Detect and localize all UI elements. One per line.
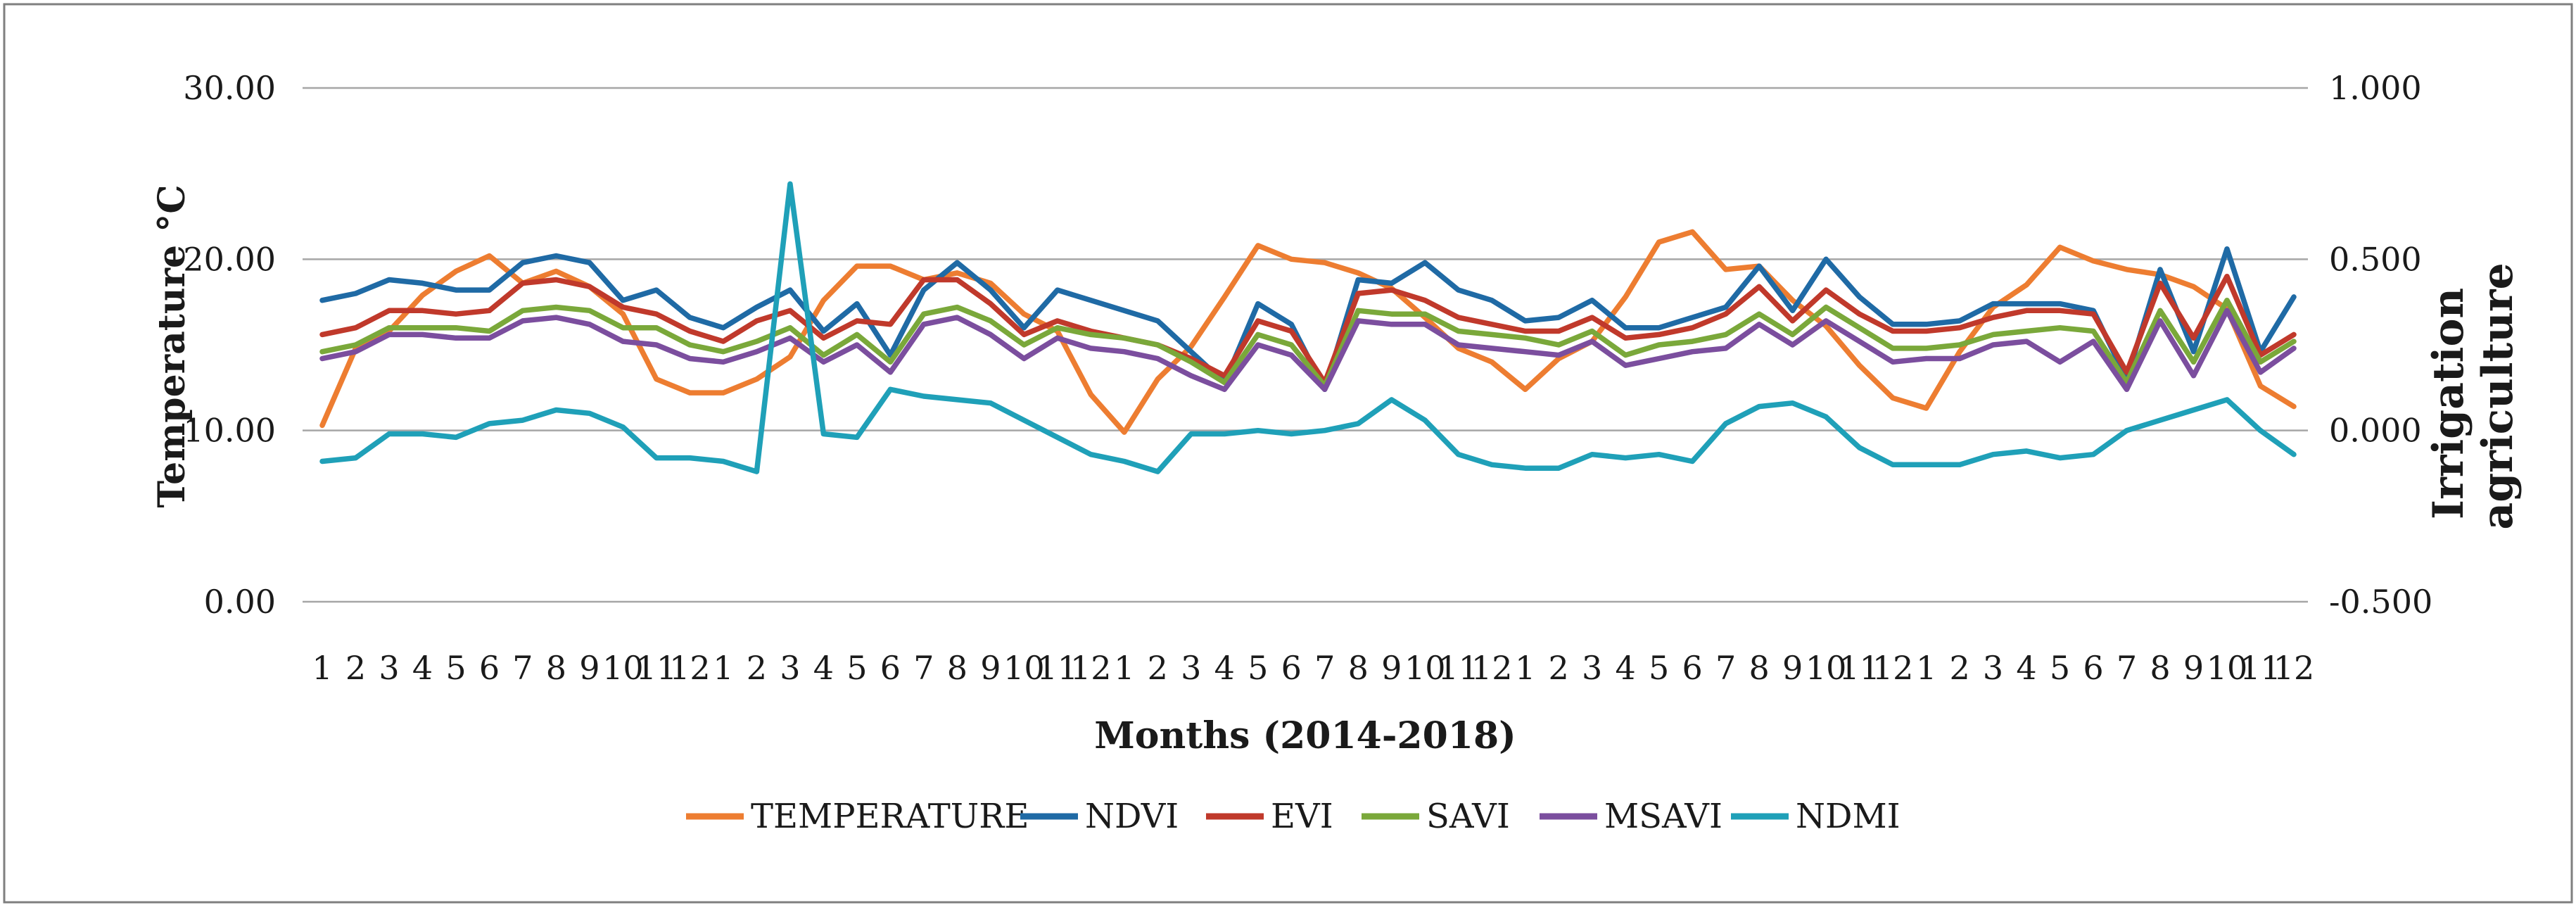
x-axis-tick-label: 4 [412, 649, 433, 687]
left-axis-title: Temperature °C [151, 184, 193, 507]
x-axis-tick-label: 2 [1148, 649, 1168, 687]
series-line-evi [319, 273, 2297, 386]
x-axis-tick-label: 12 [1872, 649, 1914, 687]
right-axis-tick-label: 0.000 [2329, 412, 2422, 450]
x-axis-tick-label: 5 [1649, 649, 1669, 687]
legend: TEMPERATURE NDVI EVI SAVI MSAVI NDMI [686, 797, 1901, 836]
right-axis-title-line-2: agriculture [2473, 263, 2523, 529]
x-axis-tick-label: 3 [379, 649, 399, 687]
x-axis-tick-label: 9 [1782, 649, 1803, 687]
right-axis-tick-label: -0.500 [2329, 583, 2432, 621]
x-axis-tick-label: 9 [980, 649, 1001, 687]
legend-label: EVI [1271, 797, 1333, 836]
x-axis-tick-label: 8 [546, 649, 566, 687]
x-axis-tick-label: 2 [747, 649, 767, 687]
x-axis-tick-label: 6 [2083, 649, 2103, 687]
x-axis-tick-label: 6 [1682, 649, 1703, 687]
x-axis-tick-label: 12 [669, 649, 711, 687]
x-axis-tick-label: 5 [445, 649, 466, 687]
x-axis-title: Months (2014-2018) [1094, 714, 1516, 757]
x-axis-tick-label: 6 [479, 649, 500, 687]
left-axis-ticks: 0.00 10.00 20.00 30.00 [183, 69, 276, 621]
x-axis-tick-label: 11 [1839, 649, 1880, 687]
x-axis-tick-label: 12 [2273, 649, 2315, 687]
x-axis-tick-label: 10 [602, 649, 644, 687]
x-axis-tick-label: 10 [1003, 649, 1045, 687]
right-axis-title: Irrigation agriculture [2424, 263, 2523, 529]
x-axis-tick-label: 1 [1916, 649, 1936, 687]
legend-label: NDVI [1085, 797, 1179, 836]
x-axis-tick-label: 8 [947, 649, 967, 687]
x-axis-tick-label: 11 [1037, 649, 1079, 687]
series-lines [319, 181, 2297, 474]
x-axis-tick-label: 5 [846, 649, 867, 687]
left-axis-tick-label: 0.00 [204, 583, 276, 621]
x-axis-tick-label: 4 [1616, 649, 1636, 687]
x-axis-tick-label: 1 [713, 649, 733, 687]
x-axis-tick-label: 7 [2117, 649, 2137, 687]
x-axis-tick-label: 3 [1983, 649, 2003, 687]
legend-label: MSAVI [1604, 797, 1722, 836]
series-line-ndmi [319, 181, 2297, 474]
right-axis-tick-label: 1.000 [2329, 69, 2422, 107]
x-axis-tick-label: 3 [780, 649, 800, 687]
x-axis-tick-label: 7 [512, 649, 533, 687]
left-axis-tick-label: 10.00 [183, 412, 276, 450]
x-axis-tick-label: 10 [2207, 649, 2248, 687]
x-axis-tick-label: 1 [1114, 649, 1134, 687]
legend-label: SAVI [1426, 797, 1510, 836]
x-axis-tick-label: 11 [636, 649, 678, 687]
x-axis-tick-label: 9 [579, 649, 599, 687]
x-axis-tick-label: 9 [2183, 649, 2204, 687]
x-axis-tick-label: 5 [1248, 649, 1268, 687]
x-axis-tick-label: 4 [2016, 649, 2036, 687]
x-axis-tick-label: 8 [1749, 649, 1769, 687]
x-axis-tick-label: 4 [1214, 649, 1235, 687]
legend-label: TEMPERATURE [751, 797, 1029, 836]
x-axis-tick-label: 10 [1404, 649, 1446, 687]
series-line-savi [319, 297, 2297, 389]
right-axis-title-line-1: Irrigation [2424, 288, 2473, 519]
x-axis-tick-label: 5 [2050, 649, 2070, 687]
x-axis-tick-label: 7 [913, 649, 934, 687]
x-axis-tick-label: 9 [1381, 649, 1402, 687]
right-axis-ticks: -0.500 0.000 0.500 1.000 [2329, 69, 2432, 621]
x-axis-tick-label: 2 [1949, 649, 1969, 687]
x-axis-tick-label: 7 [1715, 649, 1736, 687]
x-axis-tick-label: 3 [1582, 649, 1602, 687]
x-axis-tick-label: 8 [2150, 649, 2170, 687]
right-axis-tick-label: 0.500 [2329, 240, 2422, 278]
chart-border [3, 3, 2573, 904]
x-axis-tick-label: 4 [813, 649, 834, 687]
x-axis-tick-label: 3 [1181, 649, 1201, 687]
series-line-msavi [319, 308, 2297, 393]
x-axis-tick-label: 10 [1806, 649, 1847, 687]
x-axis-tick-label: 8 [1348, 649, 1369, 687]
legend-label: NDMI [1796, 797, 1901, 836]
x-axis-tick-label: 6 [880, 649, 901, 687]
x-axis-tick-label: 11 [1438, 649, 1479, 687]
left-axis-tick-label: 20.00 [183, 240, 276, 278]
x-axis-tick-label: 1 [1515, 649, 1535, 687]
left-axis-tick-label: 30.00 [183, 69, 276, 107]
x-axis-tick-label: 1 [312, 649, 332, 687]
x-axis-tick-label: 2 [1549, 649, 1569, 687]
x-axis-tick-label: 2 [345, 649, 366, 687]
x-axis-tick-label: 7 [1314, 649, 1335, 687]
x-axis-tick-label: 6 [1281, 649, 1302, 687]
x-axis-tick-label: 11 [2240, 649, 2281, 687]
x-axis-tick-label: 12 [1471, 649, 1513, 687]
x-axis-tick-label: 12 [1070, 649, 1112, 687]
